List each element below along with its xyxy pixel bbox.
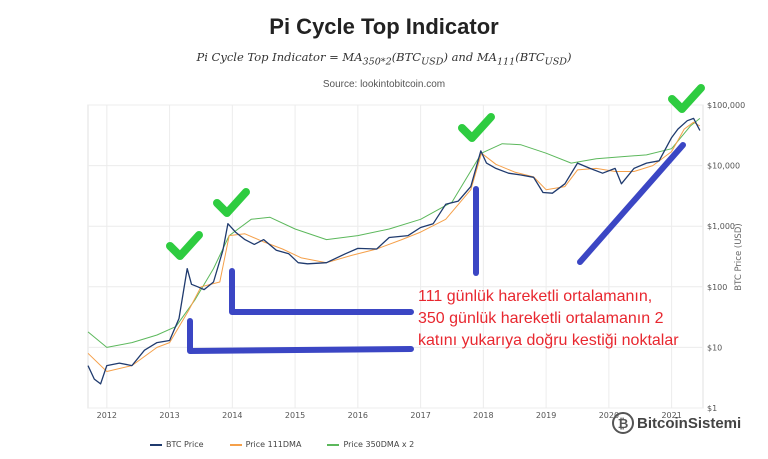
legend-item-350dma[interactable]: Price 350DMA x 2 — [327, 440, 414, 449]
annotation-arrow — [577, 142, 686, 265]
legend-swatch — [327, 443, 340, 446]
legend-label: Price 111DMA — [245, 440, 302, 449]
legend-label: Price 350DMA x 2 — [343, 440, 415, 449]
y-tick-label: $1,000 — [707, 222, 735, 231]
legend-swatch — [229, 443, 242, 446]
x-tick-label: 2017 — [410, 411, 430, 420]
legend-label: BTC Price — [166, 440, 204, 449]
bitcoin-coin-icon: ₿ — [612, 412, 634, 434]
check-icon — [458, 113, 495, 142]
y-tick-label: $100 — [707, 283, 727, 292]
check-icon — [166, 231, 203, 260]
chart-legend: BTC Price Price 111DMA Price 350DMA x 2 — [150, 440, 414, 449]
check-icon — [213, 188, 250, 217]
annotation-line: 350 günlük hareketli ortalamanın 2 — [418, 310, 664, 327]
series-line-2 — [87, 118, 701, 348]
legend-item-btc[interactable]: BTC Price — [150, 440, 204, 449]
check-icon — [668, 84, 705, 113]
series-line-0 — [87, 117, 701, 385]
x-tick-label: 2013 — [159, 411, 179, 420]
x-tick-label: 2014 — [222, 411, 242, 420]
x-tick-label: 2012 — [97, 411, 117, 420]
legend-item-111dma[interactable]: Price 111DMA — [229, 440, 302, 449]
x-tick-label: 2021 — [661, 411, 681, 420]
chart-title: Pi Cycle Top Indicator — [269, 14, 499, 39]
formula-part-label: Pi Cycle Top Indicator = MA — [196, 50, 363, 64]
y-axis-label: BTC Price (USD) — [734, 223, 744, 290]
annotation-line: 111 günlük hareketli ortalamanın, — [418, 288, 653, 305]
legend-swatch — [150, 443, 162, 446]
x-tick-label: 2018 — [473, 411, 493, 420]
x-tick-label: 2015 — [285, 411, 305, 420]
y-tick-label: $100,000 — [707, 101, 745, 110]
series-line-1 — [87, 121, 701, 372]
annotation-arrow — [229, 268, 414, 315]
x-tick-label: 2020 — [599, 411, 619, 420]
y-tick-label: $1 — [707, 404, 717, 413]
watermark-text: BitcoinSistemi — [637, 414, 742, 432]
x-tick-label: 2019 — [536, 411, 556, 420]
chart-subtitle: Pi Cycle Top Indicator = MA350*2(BTCUSD)… — [196, 50, 572, 68]
annotation-line: katını yukarıya doğru kestiği noktalar — [418, 332, 679, 349]
annotation-arrow — [187, 318, 414, 354]
chart-source: Source: lookintobitcoin.com — [322, 79, 446, 90]
x-tick-label: 2016 — [348, 411, 368, 420]
y-tick-label: $10 — [707, 343, 722, 352]
watermark-logo: ₿ BitcoinSistemi — [612, 412, 741, 434]
annotation-text: 111 günlük hareketli ortalamanın, 350 gü… — [418, 286, 679, 352]
y-tick-label: $10,000 — [707, 162, 740, 171]
